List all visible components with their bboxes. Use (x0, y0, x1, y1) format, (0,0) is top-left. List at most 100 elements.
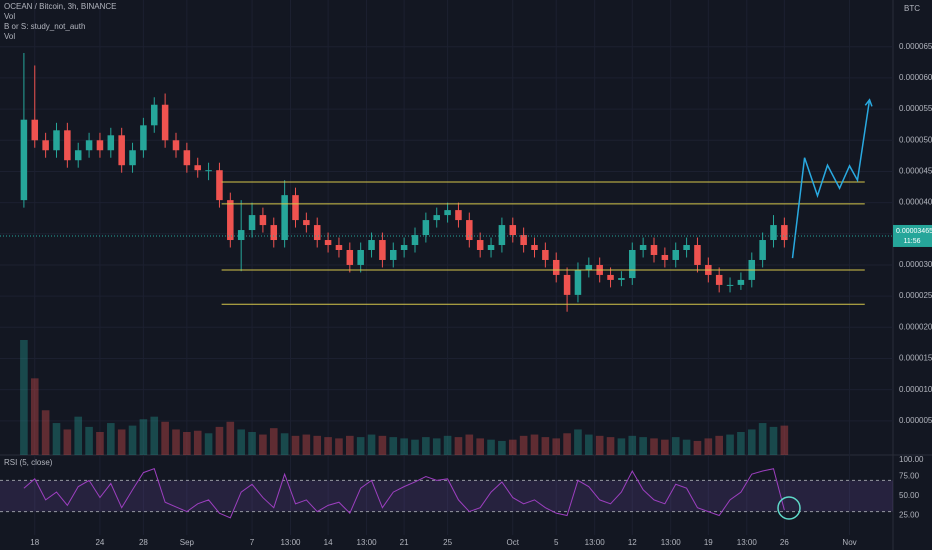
candle-body (183, 150, 191, 166)
volume-bar (411, 439, 419, 455)
candle-body (531, 245, 538, 251)
volume-bar (85, 426, 93, 455)
y-tick-label: 0.00005000 (899, 135, 932, 144)
volume-bar (324, 437, 332, 455)
candle-body (585, 264, 593, 270)
volume-bar (671, 437, 680, 455)
chart-title: OCEAN / Bitcoin, 3h, BINANCE (4, 2, 116, 11)
volume-bar (139, 419, 148, 455)
candle-body (629, 250, 636, 279)
volume-bar (661, 439, 669, 455)
annotation-circle (777, 496, 801, 520)
candle-body (74, 150, 82, 161)
x-tick-label: 7 (250, 538, 255, 547)
volume-bar (107, 423, 115, 455)
candle-body (129, 150, 136, 166)
y-tick-label: 0.00001500 (899, 354, 932, 363)
candle-body (118, 135, 125, 166)
volume-bar (280, 433, 289, 455)
candle-body (259, 215, 267, 226)
candle-body (552, 259, 560, 275)
volume-bar (508, 439, 517, 455)
x-tick-label: 18 (30, 538, 39, 547)
volume-bar (248, 432, 256, 455)
x-tick-label: 14 (324, 538, 333, 547)
x-tick-label: Nov (842, 538, 856, 547)
candle-body (281, 195, 288, 241)
volume-bar (639, 437, 647, 455)
candle-body (639, 245, 647, 251)
y-tick-label: 0.00004500 (899, 167, 932, 176)
candle-body (20, 119, 28, 201)
candle-body (42, 140, 49, 151)
candle-body (770, 225, 777, 241)
candle-body (498, 225, 506, 246)
volume-bar (20, 340, 28, 455)
x-tick-label: 13:00 (661, 538, 682, 547)
indicator-label: B or S: study_not_auth (4, 22, 85, 31)
candle-body (303, 220, 310, 226)
candle-body (466, 220, 473, 241)
y-tick-label: 0.00001000 (899, 385, 932, 394)
volume-bar (346, 435, 354, 455)
marks (0, 52, 893, 519)
candle-body (335, 245, 343, 251)
candle-body (194, 165, 201, 171)
volume-bar (269, 428, 278, 455)
candle-body (487, 245, 495, 251)
indicator-label: Vol (4, 32, 15, 41)
volume-bar (606, 437, 615, 455)
rsi-band (0, 480, 893, 512)
x-tick-label: 13:00 (585, 538, 606, 547)
candle-body (53, 130, 60, 151)
volume-bar (302, 434, 311, 455)
x-tick-label: 21 (400, 538, 409, 547)
volume-bar (628, 435, 637, 455)
candle-body (683, 245, 690, 251)
y-tick-label: 0.00005500 (899, 104, 932, 113)
y-tick-label: 0.00006000 (899, 73, 932, 82)
rsi-title: RSI (5, close) (4, 458, 53, 467)
candle-body (433, 215, 440, 221)
volume-bar (465, 434, 474, 455)
candle-body (509, 225, 517, 236)
volume-bar (193, 430, 202, 455)
volume-bar (737, 432, 745, 455)
x-tick-label: 26 (780, 538, 789, 547)
volume-bar (758, 423, 767, 455)
candle-body (726, 284, 734, 286)
last-price-label: 0.00003465 (896, 228, 932, 235)
volume-bar (780, 425, 789, 455)
volume-bar (487, 439, 495, 455)
volume-bar (715, 435, 723, 455)
volume-bar (769, 426, 778, 455)
candle-body (400, 245, 408, 251)
candle-body (444, 210, 451, 216)
volume-bar (443, 435, 452, 455)
y-tick-label: 0.00006500 (899, 42, 932, 51)
candle-body (161, 104, 169, 141)
x-tick-label: 13:00 (737, 538, 758, 547)
volume-bar (682, 439, 691, 455)
volume-bar (650, 438, 658, 455)
forecast-path (791, 99, 871, 259)
volume-bar (63, 429, 72, 455)
x-tick-label: 5 (554, 538, 559, 547)
volume-bar (96, 432, 104, 455)
candle-body (607, 274, 614, 280)
volume-bar (74, 416, 83, 455)
volume-bar (117, 429, 126, 455)
x-tick-label: Sep (180, 538, 195, 547)
candle-body (650, 245, 658, 255)
volume-bar (161, 421, 169, 455)
x-tick-label: 19 (704, 538, 713, 547)
volume-bar (530, 434, 539, 455)
unit-label: BTC (904, 4, 920, 13)
volume-bar (335, 438, 343, 455)
candle-body (694, 245, 701, 265)
candle-body (205, 170, 212, 172)
candle-body (715, 274, 723, 285)
x-tick-label: 13:00 (357, 538, 378, 547)
candle-body (422, 220, 430, 236)
volume-bar (378, 435, 387, 455)
